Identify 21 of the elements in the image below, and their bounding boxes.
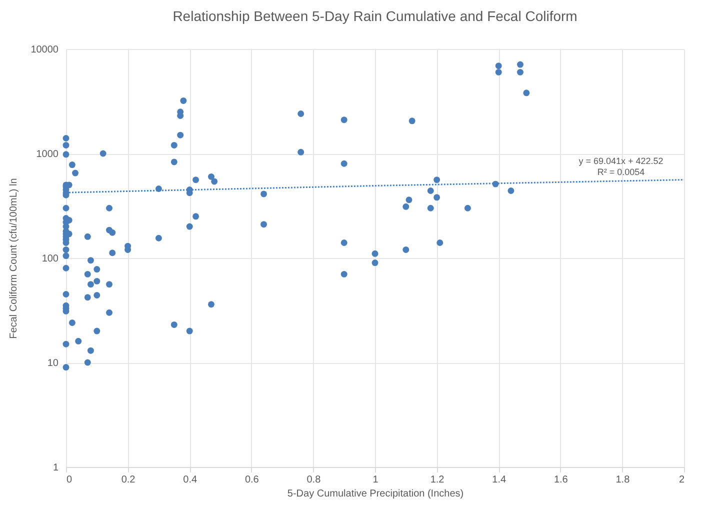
x-tick-label: 0.4 xyxy=(183,474,198,486)
x-tick-label: 1.2 xyxy=(430,474,445,486)
x-tick-label: 2 xyxy=(678,474,685,486)
x-tick-label: 1.4 xyxy=(492,474,506,486)
annotation: R² = 0.0054 xyxy=(597,167,645,177)
y-tick-label: 1000 xyxy=(36,149,59,160)
x-axis-title: 5-Day Cumulative Precipitation (Inches) xyxy=(287,488,464,500)
chart-title: Relationship Between 5-Day Rain Cumulative and Fecal Coliform xyxy=(172,8,578,24)
x-tick-label: 0.2 xyxy=(121,474,136,486)
y-tick-label: 1 xyxy=(52,462,59,474)
x-tick-label: 0 xyxy=(66,474,72,486)
y-tick-label: 10 xyxy=(47,358,59,369)
annotation: y = 69.041x + 422.52 xyxy=(578,156,664,166)
y-tick-label: 10000 xyxy=(30,44,59,56)
x-tick-label: 1 xyxy=(372,474,379,486)
x-tick-label: 0.8 xyxy=(306,474,322,486)
y-tick-label: 100 xyxy=(42,254,59,264)
x-tick-label: 1.6 xyxy=(554,474,568,486)
y-axis-title: Fecal Coliform Count (cfu/100mL) ln xyxy=(8,178,20,339)
x-tick-label: 0.6 xyxy=(244,474,260,486)
x-tick-label: 1.8 xyxy=(616,474,630,486)
